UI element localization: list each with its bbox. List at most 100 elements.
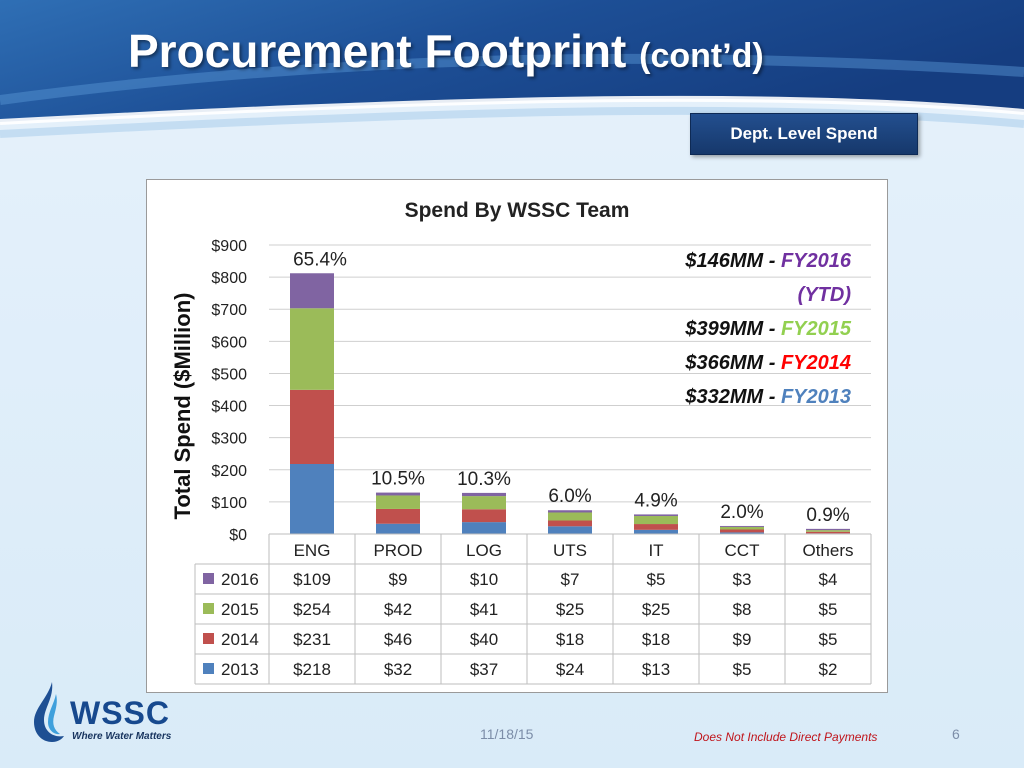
logo-tagline: Where Water Matters (72, 731, 172, 742)
chart-title: Spend By WSSC Team (405, 199, 630, 222)
table-cell: $8 (733, 600, 752, 619)
y-tick-label: $0 (229, 527, 247, 544)
bar-eng-2016 (290, 273, 334, 309)
footnote: Does Not Include Direct Payments (694, 730, 878, 744)
fy-annotation: $332MM - FY2013 (684, 386, 851, 408)
table-cell: $25 (642, 600, 670, 619)
percent-label-it: 4.9% (634, 490, 677, 511)
annotation-fy: FY2013 (781, 386, 851, 408)
bar-eng-2014 (290, 389, 334, 464)
y-tick-label: $200 (211, 463, 247, 480)
table-cell: $46 (384, 630, 412, 649)
y-tick-label: $700 (211, 302, 247, 319)
legend-swatch-2015 (203, 603, 214, 614)
table-cell: $4 (819, 570, 838, 589)
table-cell: $5 (819, 630, 838, 649)
category-label: Others (802, 541, 853, 560)
bar-prod-2013 (376, 523, 420, 534)
table-cell: $42 (384, 600, 412, 619)
table-cell: $18 (556, 630, 584, 649)
bar-eng-2015 (290, 308, 334, 390)
bar-uts-2016 (548, 510, 592, 513)
table-cell: $231 (293, 630, 331, 649)
annotation-fy: FY2016 (781, 250, 852, 272)
slide-title-main: Procurement Footprint (128, 25, 627, 77)
category-label: PROD (373, 541, 422, 560)
percent-label-log: 10.3% (457, 469, 511, 490)
legend-label: 2016 (221, 570, 259, 589)
bar-cct-2015 (720, 526, 764, 530)
annotation-amount: $399MM (684, 318, 764, 340)
bar-it-2014 (634, 524, 678, 530)
bar-log-2013 (462, 522, 506, 534)
slide-title: Procurement Footprint (cont’d) (128, 24, 764, 78)
annotation-dash: - (763, 318, 781, 340)
bar-log-2016 (462, 492, 506, 497)
bar-it-2013 (634, 529, 678, 534)
annotation-dash: - (763, 250, 781, 272)
table-cell: $5 (647, 570, 666, 589)
percent-label-uts: 6.0% (548, 486, 591, 507)
table-cell: $218 (293, 660, 331, 679)
annotation-dash: - (763, 386, 781, 408)
table-cell: $5 (733, 660, 752, 679)
percent-labels: 65.4% 10.5% 10.3% 6.0% 4.9% 2.0% 0.9% (293, 249, 850, 526)
annotation-fy: FY2015 (781, 318, 852, 340)
table-cell: $25 (556, 600, 584, 619)
legend-label: 2015 (221, 600, 259, 619)
fy-annotation: $366MM - FY2014 (684, 352, 851, 374)
table-cell: $18 (642, 630, 670, 649)
percent-label-prod: 10.5% (371, 469, 425, 490)
data-table: ENG PROD LOG UTS IT CCT Others 2016 $109 $9 $10 $7 $… (194, 533, 872, 685)
y-tick-label: $600 (211, 334, 247, 351)
annotation-amount: $366MM (684, 352, 764, 374)
table-cell: $5 (819, 600, 838, 619)
wssc-logo-text: WSSC (70, 695, 170, 731)
bar-eng-2013 (290, 463, 334, 534)
slide-date: 11/18/15 (480, 726, 534, 742)
table-cell: $41 (470, 600, 498, 619)
table-cell: $37 (470, 660, 498, 679)
bar-log-2015 (462, 496, 506, 510)
table-cell: $2 (819, 660, 838, 679)
legend-swatch-2014 (203, 633, 214, 644)
bar-prod-2014 (376, 508, 420, 524)
category-label: LOG (466, 541, 502, 560)
table-cell: $7 (561, 570, 580, 589)
annotation-amount: $146MM (684, 250, 764, 272)
fy-annotation: $146MM - FY2016 (684, 250, 852, 272)
bar-uts-2014 (548, 520, 592, 527)
annotation-dash: - (763, 352, 781, 374)
y-tick-label: $500 (211, 366, 247, 383)
fy-annotation: (YTD) (798, 284, 852, 306)
bar-prod-2016 (376, 492, 420, 496)
dept-level-spend-box: Dept. Level Spend (690, 113, 918, 155)
annotation-fy: FY2014 (781, 352, 851, 374)
spend-chart: Spend By WSSC Team Total Spend ($Million… (170, 199, 872, 685)
bar-others-2016 (806, 528, 850, 531)
slide-title-suffix: (cont’d) (639, 37, 764, 75)
fy-annotations: $146MM - FY2016 (YTD) $399MM - FY2015 $366M… (684, 250, 852, 408)
table-cell: $13 (642, 660, 670, 679)
y-axis-label: Total Spend ($Million) (170, 293, 195, 520)
wssc-drop-icon (34, 682, 64, 742)
percent-label-others: 0.9% (806, 505, 849, 526)
bar-uts-2015 (548, 512, 592, 521)
table-cell: $109 (293, 570, 331, 589)
table-cell: $10 (470, 570, 498, 589)
y-tick-label: $800 (211, 270, 247, 287)
table-cell: $40 (470, 630, 498, 649)
chart-frame: Spend By WSSC Team Total Spend ($Million… (146, 179, 888, 693)
legend-swatch-2016 (203, 573, 214, 584)
bar-cct-2016 (720, 525, 764, 527)
y-axis-ticks: $0 $100 $200 $300 $400 $500 $600 $700 $800 $900 (211, 238, 247, 544)
bar-cct-2013 (720, 532, 764, 534)
y-tick-label: $900 (211, 238, 247, 255)
y-tick-label: $300 (211, 431, 247, 448)
table-cell: $32 (384, 660, 412, 679)
bar-prod-2015 (376, 495, 420, 509)
bar-others-2015 (806, 530, 850, 532)
table-cell: $254 (293, 600, 331, 619)
bar-it-2015 (634, 516, 678, 525)
bar-cct-2014 (720, 529, 764, 533)
